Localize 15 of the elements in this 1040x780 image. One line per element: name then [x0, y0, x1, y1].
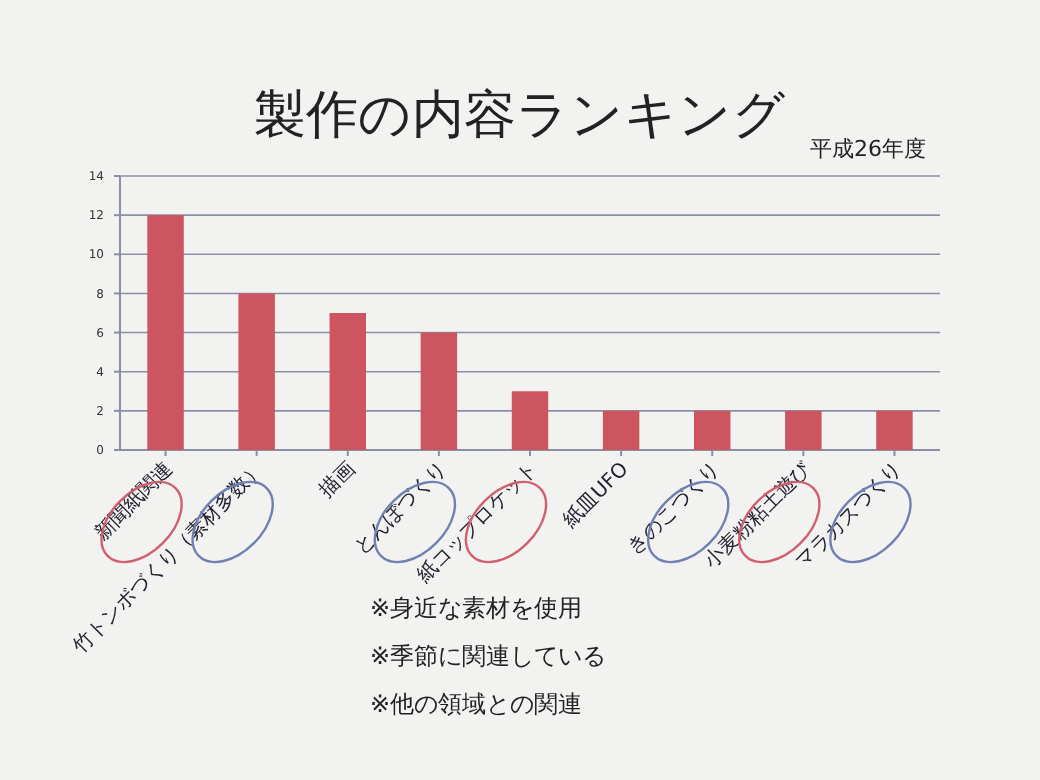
bar: [785, 410, 822, 450]
x-tick-label: 描画: [314, 457, 361, 503]
bar: [147, 215, 184, 450]
bar: [694, 410, 731, 450]
bar: [602, 410, 640, 450]
bar: [420, 332, 458, 450]
text: ※他の領域との関連: [370, 690, 583, 718]
chart-title: 製作の内容ランキング: [254, 86, 786, 146]
text: ※季節に関連している: [370, 642, 607, 670]
bar: [329, 313, 366, 450]
text: ※身近な素材を使用: [370, 594, 583, 622]
bar: [238, 293, 275, 450]
chart-subtitle: 平成26年度: [810, 136, 926, 162]
bar: [876, 410, 913, 450]
bar: [511, 391, 549, 450]
